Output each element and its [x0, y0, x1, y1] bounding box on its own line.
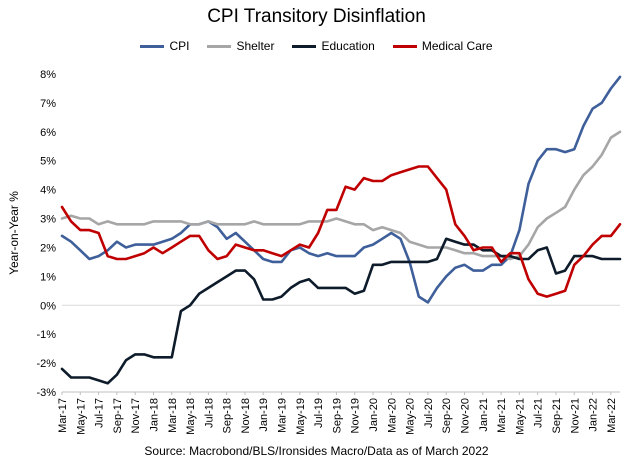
y-tick-label: -2%: [36, 358, 56, 370]
y-tick-label: 6%: [40, 127, 56, 139]
x-tick-label: Sep-18: [222, 398, 234, 433]
x-tick-label: Jul-17: [94, 398, 106, 428]
series-line-shelter: [60, 130, 622, 261]
legend-label: Medical Care: [421, 39, 493, 53]
series-line-education: [60, 237, 622, 385]
chart-title: CPI Transitory Disinflation: [207, 6, 426, 27]
y-axis-label: Year-on-Year %: [7, 191, 21, 275]
x-tick-label: Jan-21: [478, 398, 490, 432]
x-tick-label: Jul-19: [313, 398, 325, 428]
legend-swatch: [140, 44, 165, 48]
legend-item-shelter: Shelter: [207, 39, 274, 53]
x-tick-label: May-20: [405, 398, 417, 435]
legend-item-medical-care: Medical Care: [392, 39, 493, 53]
x-tick-label: Mar-19: [277, 398, 289, 433]
x-tick-label: Nov-21: [569, 398, 581, 433]
x-tick-label: May-21: [514, 398, 526, 435]
x-tick-label: Sep-21: [551, 398, 563, 433]
y-tick-label: 3%: [40, 214, 56, 226]
legend-item-cpi: CPI: [140, 39, 189, 53]
x-tick-label: Mar-20: [386, 398, 398, 433]
y-tick-label: 0%: [40, 300, 56, 312]
y-tick-label: -3%: [36, 387, 56, 399]
x-tick-label: Nov-18: [240, 398, 252, 433]
x-tick-label: Sep-20: [441, 398, 453, 433]
x-tick-label: Nov-19: [350, 398, 362, 433]
legend-label: CPI: [169, 39, 190, 53]
legend-label: Education: [321, 39, 375, 53]
x-tick-label: Jan-18: [148, 398, 160, 432]
x-tick-label: Sep-19: [331, 398, 343, 433]
legend-label: Shelter: [236, 39, 275, 53]
x-tick-label: Jul-20: [423, 398, 435, 428]
x-tick-label: Mar-18: [167, 398, 179, 433]
y-tick-label: 2%: [40, 242, 56, 254]
legend-swatch: [292, 44, 317, 48]
legend: CPI Shelter Education Medical Care: [0, 39, 633, 53]
x-tick-label: Jul-18: [203, 398, 215, 428]
series-line-medical-care: [60, 165, 622, 298]
x-tick-label: May-17: [75, 398, 87, 435]
x-tick-label: Sep-17: [112, 398, 124, 433]
legend-swatch: [392, 44, 417, 48]
y-tick-label: 4%: [40, 185, 56, 197]
y-tick-label: 5%: [40, 156, 56, 168]
x-tick-label: Jan-20: [368, 398, 380, 432]
legend-swatch: [207, 44, 232, 48]
x-tick-label: Jan-19: [258, 398, 270, 432]
y-tick-label: 1%: [40, 271, 56, 283]
x-tick-label: Jan-22: [588, 398, 600, 432]
x-tick-label: May-19: [295, 398, 307, 435]
x-tick-label: Nov-20: [459, 398, 471, 433]
legend-item-education: Education: [292, 39, 375, 53]
y-tick-label: 8%: [40, 69, 56, 81]
series-line-cpi: [60, 75, 622, 304]
source-note: Source: Macrobond/BLS/Ironsides Macro/Da…: [144, 444, 489, 458]
x-tick-label: Mar-17: [57, 398, 69, 433]
x-tick-label: Jul-21: [533, 398, 545, 428]
x-tick-label: Mar-22: [606, 398, 618, 433]
y-tick-label: -1%: [36, 329, 56, 341]
y-tick-label: 7%: [40, 98, 56, 110]
x-tick-label: Nov-17: [130, 398, 142, 433]
x-tick-label: May-18: [185, 398, 197, 435]
x-tick-label: Mar-21: [496, 398, 508, 433]
